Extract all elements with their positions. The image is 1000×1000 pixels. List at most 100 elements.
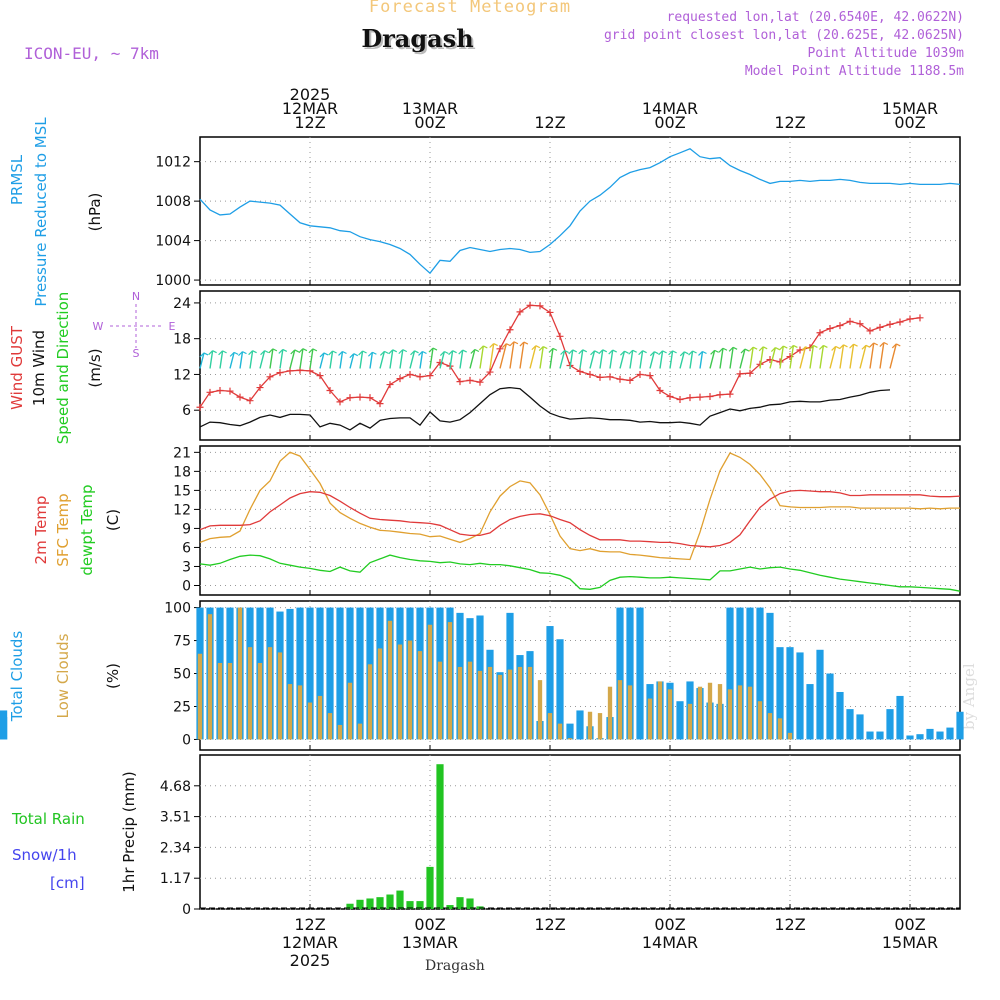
rain-bar	[456, 897, 464, 909]
y-tick-label: 0	[182, 578, 191, 594]
wind-direction-arrow	[559, 350, 566, 369]
low-cloud-bar	[457, 666, 463, 740]
wind-arrow-head	[590, 350, 599, 356]
gust-marker	[646, 372, 654, 380]
low-cloud-bar	[287, 684, 293, 740]
gust-marker	[916, 314, 924, 322]
wind-arrow-head	[268, 348, 278, 354]
wind-direction-arrow	[729, 347, 734, 369]
low-cloud-bar	[307, 702, 313, 740]
wind-direction-arrow	[679, 351, 685, 369]
wind-arrow-head	[208, 350, 217, 356]
snow-label: Snow/1h	[12, 846, 77, 864]
wind-direction-arrow	[219, 350, 224, 369]
panel-frame	[199, 754, 961, 910]
total-rain-label: Total Rain	[11, 810, 85, 828]
total-cloud-bar	[726, 607, 734, 740]
total-cloud-bar	[916, 734, 924, 740]
wind-arrow-head	[770, 347, 780, 353]
wind-arrow-head	[861, 344, 871, 350]
wind-arrow-head	[869, 342, 879, 348]
total-cloud-bar	[356, 607, 364, 740]
wind-arrow-head	[831, 345, 840, 351]
wind-direction-arrow	[849, 344, 855, 369]
temp-2m-line	[199, 489, 961, 548]
y-tick-label: 12	[173, 367, 191, 383]
wind-direction-arrow	[399, 349, 404, 369]
rain-bar	[446, 905, 454, 909]
gust-marker	[726, 390, 734, 398]
rain-bar	[386, 894, 394, 909]
compass-east: E	[169, 320, 176, 333]
gust-marker	[216, 387, 224, 395]
wind-direction-arrow	[239, 351, 244, 369]
wind-arrow-head	[328, 350, 337, 356]
wind-arrow-head	[379, 350, 389, 356]
gust-marker	[866, 327, 874, 335]
total-cloud-bar	[626, 607, 634, 740]
gust-marker	[516, 308, 524, 316]
gust-marker	[596, 373, 604, 381]
gust-marker	[376, 400, 384, 408]
pressure-unit: (hPa)	[86, 193, 104, 232]
compass-west: W	[93, 320, 104, 333]
wind-direction-arrow	[549, 348, 554, 369]
wind-direction-arrow	[209, 350, 214, 369]
wind-direction-arrow	[889, 343, 897, 369]
wind-arrow-head	[538, 345, 548, 351]
gust-marker	[226, 387, 234, 395]
wind-arrow-head	[638, 350, 647, 356]
total-cloud-bar	[576, 710, 584, 740]
wind-direction-arrow	[609, 349, 614, 369]
wind-direction-arrow	[649, 351, 655, 369]
wind-arrow-head	[548, 347, 558, 353]
wind-arrow-head	[778, 345, 788, 351]
bottom-time-label: 12Z	[534, 915, 565, 934]
total-cloud-bar	[636, 607, 644, 740]
gust-marker	[406, 370, 414, 378]
wind-direction-arrow	[839, 344, 845, 369]
gust-marker	[556, 332, 564, 340]
y-tick-label: 24	[173, 296, 191, 312]
wind-arrow-head	[668, 350, 677, 356]
y-tick-label: 18	[173, 464, 191, 480]
bottom-time-label: 00Z	[894, 915, 925, 934]
bottom-time-label: 2025	[290, 951, 331, 970]
total-cloud-bar	[866, 731, 874, 740]
snow-unit: [cm]	[50, 874, 85, 892]
low-cloud-bar	[787, 732, 793, 740]
wind-arrow-head	[319, 352, 329, 358]
y-tick-label: 1012	[155, 155, 191, 171]
panel-frame	[199, 445, 961, 596]
total-cloud-bar	[806, 684, 814, 740]
wind-arrow-head	[388, 349, 398, 355]
bottom-time-label: 15MAR	[882, 933, 938, 952]
gust-marker	[656, 387, 664, 395]
gust-marker	[546, 308, 554, 316]
meteogram-title: Forecast Meteogram	[368, 0, 572, 17]
panel-pressure: 1000 1004 1008 1012	[155, 136, 961, 289]
wind-direction-arrow	[719, 348, 724, 369]
gust-marker	[366, 394, 374, 402]
wind-direction-arrow	[879, 342, 885, 369]
y-tick-label: 0	[182, 732, 191, 748]
low-cloud-bar	[427, 624, 433, 740]
rain-bar	[426, 866, 434, 909]
gust-marker	[576, 367, 584, 375]
y-tick-label: 3.51	[160, 810, 191, 826]
low-cloud-bar	[767, 713, 773, 740]
total-cloud-bar	[926, 728, 934, 740]
dewpoint-label: dewpt Temp	[78, 484, 96, 575]
wind-direction-arrow	[659, 350, 664, 369]
wind-direction-arrow	[249, 350, 254, 369]
y-tick-label: 21	[173, 445, 191, 461]
wind-arrow-head	[338, 350, 347, 356]
rain-bar	[346, 903, 354, 909]
y-tick-label: 15	[173, 483, 191, 499]
low-cloud-bar	[707, 682, 713, 740]
total-cloud-bar	[776, 647, 784, 740]
y-tick-label: 4.68	[160, 779, 191, 795]
model-label: ICON-EU, ~ 7km	[24, 44, 159, 63]
low-cloud-bar	[417, 651, 423, 740]
